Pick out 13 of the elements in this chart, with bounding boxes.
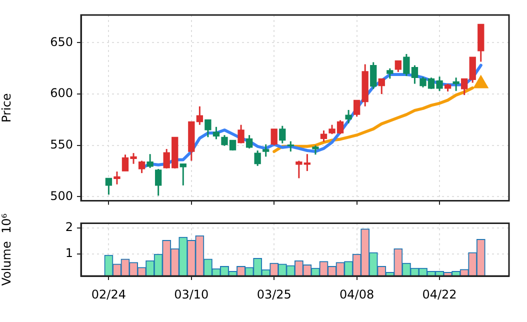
y-axis-title: Volume 10⁶ bbox=[0, 213, 14, 286]
x-tick-label: 02/24 bbox=[91, 287, 126, 302]
y-tick-label: 2 bbox=[65, 220, 73, 234]
y-tick-label: 1 bbox=[65, 246, 73, 260]
x-tick-label: 03/25 bbox=[256, 287, 292, 302]
y-axis-title: Price bbox=[0, 93, 14, 123]
y-tick-label: 650 bbox=[50, 34, 73, 49]
x-tick-label: 04/22 bbox=[422, 287, 457, 302]
y-tick-label: 550 bbox=[50, 137, 73, 152]
y-tick-label: 600 bbox=[50, 86, 73, 100]
y-tick-label: 500 bbox=[50, 188, 73, 203]
x-tick-label: 04/08 bbox=[340, 287, 374, 302]
x-tick-label: 03/10 bbox=[174, 287, 209, 302]
